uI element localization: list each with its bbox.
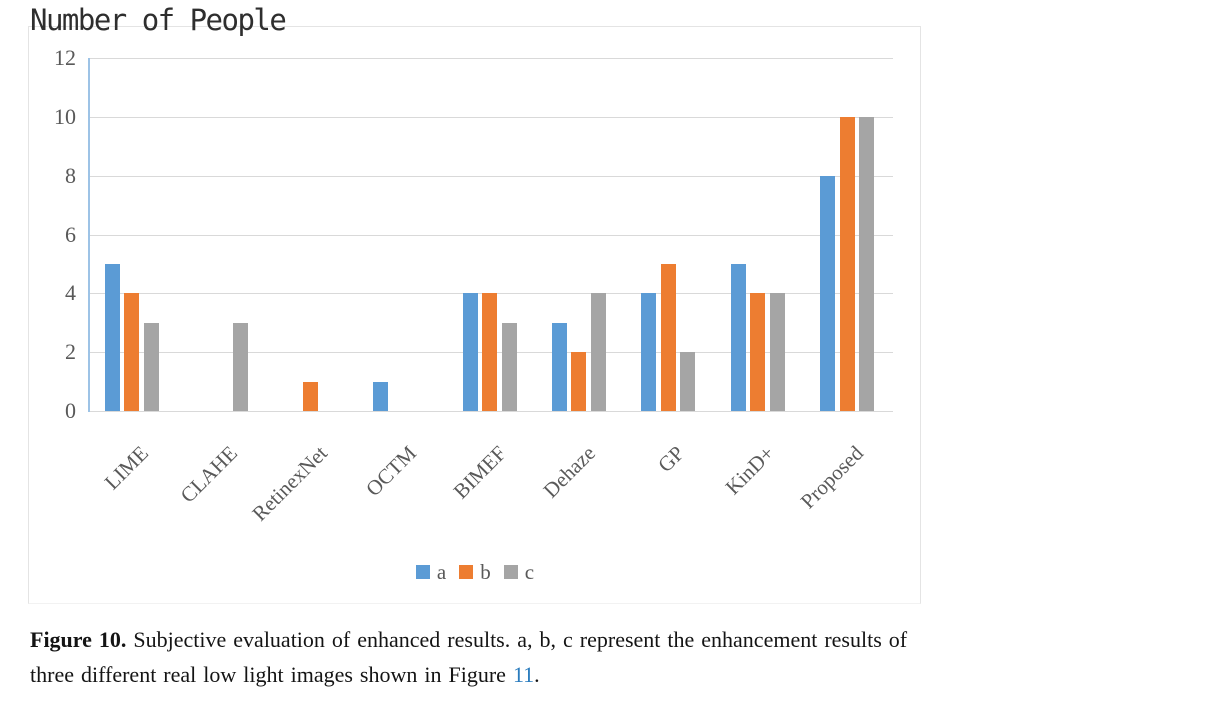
caption-line-1: Figure 10. Subjective evaluation of enha…	[30, 623, 1210, 658]
legend-label: b	[480, 560, 491, 584]
y-tick-label: 2	[65, 339, 76, 365]
bar-a-KinD+	[730, 263, 746, 411]
y-axis-line	[88, 58, 90, 412]
chart-title: Number of People	[30, 3, 287, 37]
y-tick-label: 12	[54, 45, 76, 70]
figure-number-label: Figure 10.	[30, 627, 127, 652]
bar-b-KinD+	[750, 293, 766, 411]
bar-b-GP	[660, 263, 676, 411]
bar-a-BIMEF	[462, 293, 478, 411]
gridline	[88, 116, 893, 118]
bar-c-CLAHE	[233, 322, 249, 411]
bar-c-Proposed	[859, 116, 875, 411]
bar-b-RetinexNet	[303, 381, 319, 411]
gridline	[88, 234, 893, 236]
bar-c-BIMEF	[501, 322, 517, 411]
legend-swatch-icon	[459, 565, 474, 579]
gridline	[88, 411, 893, 412]
chart-legend: a b c	[28, 560, 922, 584]
legend-item-c: c	[503, 560, 535, 584]
figure-caption: Figure 10. Subjective evaluation of enha…	[30, 623, 1210, 692]
bar-b-LIME	[124, 293, 140, 411]
legend-swatch-icon	[415, 565, 430, 579]
legend-label: a	[436, 560, 447, 584]
bar-b-Proposed	[839, 116, 855, 411]
bar-c-KinD+	[769, 293, 785, 411]
figure-11-link[interactable]: 11	[512, 661, 535, 687]
caption-text-1: Subjective evaluation of enhanced result…	[126, 627, 908, 652]
legend-item-b: b	[459, 560, 491, 584]
bar-c-Dehaze	[590, 293, 606, 411]
bar-a-GP	[641, 293, 657, 411]
y-tick-label: 0	[65, 398, 76, 423]
bar-a-Proposed	[820, 175, 836, 411]
caption-text-2: three different real low light images sh…	[30, 661, 513, 687]
bar-a-OCTM	[373, 381, 389, 411]
bar-a-Dehaze	[551, 322, 567, 411]
bar-c-LIME	[143, 322, 159, 411]
y-tick-label: 8	[65, 162, 76, 188]
legend-item-a: a	[415, 560, 447, 584]
caption-text-3: .	[534, 661, 540, 687]
y-tick-label: 10	[54, 103, 76, 129]
bar-a-LIME	[104, 263, 120, 411]
legend-swatch-icon	[503, 565, 518, 579]
y-tick-label: 6	[65, 221, 76, 247]
gridline	[88, 175, 893, 177]
gridline	[88, 58, 893, 59]
bar-b-BIMEF	[482, 293, 497, 411]
bar-b-Dehaze	[571, 352, 587, 411]
caption-line-2: three different real low light images sh…	[30, 658, 1210, 693]
bar-c-GP	[680, 352, 696, 411]
y-tick-label: 4	[65, 280, 76, 306]
legend-label: c	[524, 560, 535, 584]
